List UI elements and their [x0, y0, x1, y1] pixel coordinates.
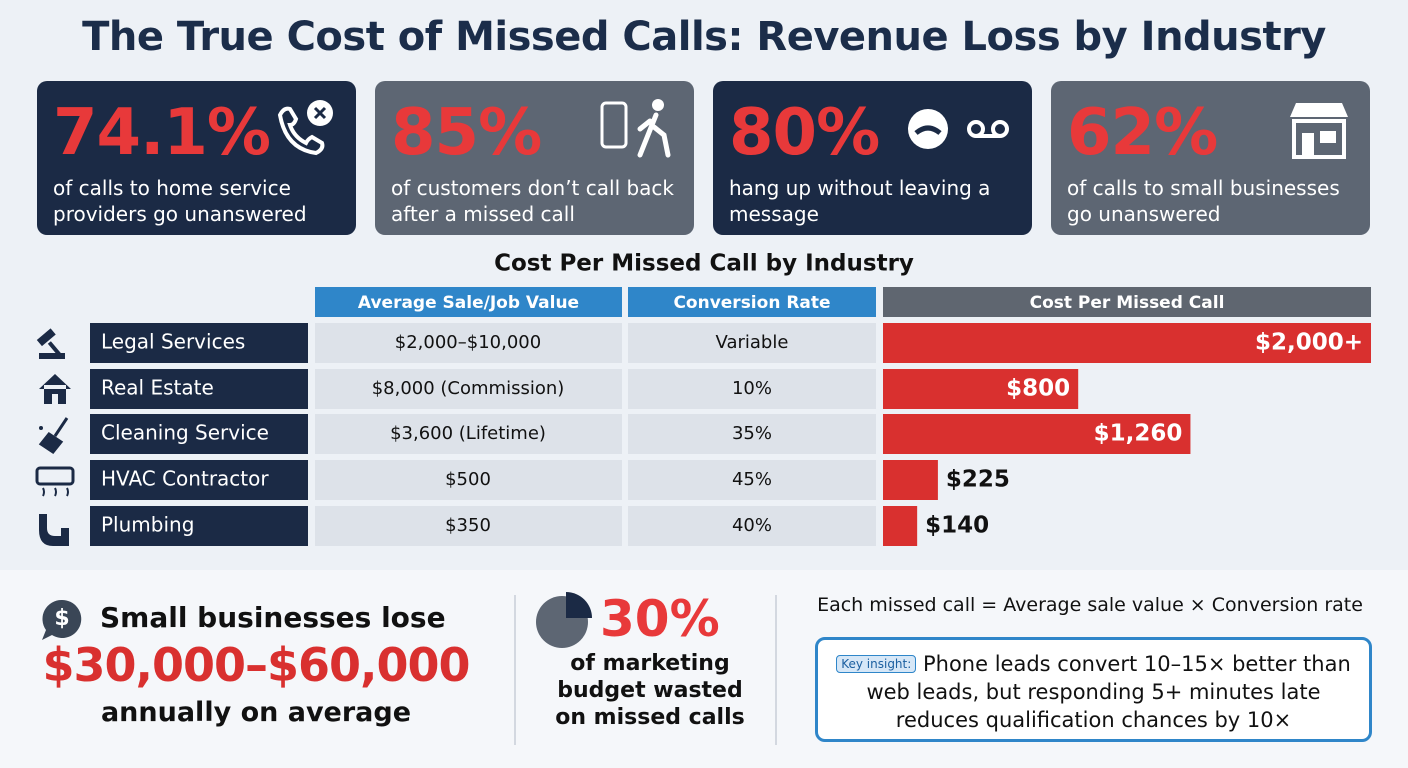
- row-icon: [39, 514, 69, 546]
- industry-cell: [90, 460, 308, 500]
- icon-shape: [39, 374, 71, 404]
- page-title: The True Cost of Missed Calls: Revenue L…: [82, 14, 1326, 60]
- icon-shape: [42, 487, 69, 497]
- avg-sale: $350: [445, 515, 491, 536]
- bar-value-label: $225: [946, 467, 1010, 493]
- industry-label: Legal Services: [101, 330, 245, 354]
- avg-sale: $8,000 (Commission): [372, 378, 565, 399]
- table-cell: [315, 369, 622, 409]
- marketing-value: 30%: [600, 590, 720, 648]
- bar: [883, 460, 938, 500]
- stat-card: 85% of customers don’t call back after a…: [375, 81, 694, 235]
- divider: [775, 595, 777, 745]
- cost-table: Cost Per Missed Call by Industry Average…: [35, 251, 1371, 546]
- icon-shape: [36, 328, 56, 347]
- table-cell: [628, 460, 876, 500]
- icon-shape: [35, 466, 75, 486]
- insight-box: Key insight: Phone leads convert 10–15× …: [815, 637, 1372, 742]
- marketing-text: of marketing budget wasted on missed cal…: [555, 651, 745, 730]
- conversion-rate: 45%: [732, 469, 772, 490]
- row-icon: [36, 328, 65, 360]
- loss-intro: Small businesses lose: [100, 601, 446, 634]
- icon-shape: [39, 514, 69, 546]
- stat-card: 74.1% of calls to home service providers…: [37, 81, 356, 235]
- loss-outro: annually on average: [100, 697, 412, 728]
- industry-label: HVAC Contractor: [101, 467, 269, 491]
- bar: [883, 323, 1371, 363]
- column-header-cell: [628, 287, 876, 317]
- icon-shape: [38, 417, 69, 455]
- stat-card: 80% hang up without leaving a message: [713, 81, 1032, 235]
- formula: Each missed call = Average sale value × …: [817, 594, 1363, 616]
- conversion-rate: Variable: [716, 332, 789, 353]
- icon-shape: [39, 426, 43, 430]
- stat-value: 74.1%: [53, 96, 271, 170]
- bar: [883, 414, 1191, 454]
- icon: [277, 100, 333, 156]
- loss-range: $30,000–$60,000: [42, 638, 470, 692]
- industry-label: Plumbing: [101, 513, 194, 537]
- table-cell: [628, 369, 876, 409]
- column-header: Conversion Rate: [673, 293, 830, 313]
- table-cell: [315, 414, 622, 454]
- stat-value: 85%: [391, 96, 542, 170]
- stat-value: 80%: [729, 96, 880, 170]
- insight-text: Phone leads convert 10–15× better than w…: [866, 652, 1351, 732]
- conversion-rate: 40%: [732, 515, 772, 536]
- icon: [1290, 103, 1348, 159]
- table-cell: [315, 323, 622, 363]
- stat-text: of calls to small businesses go unanswer…: [1067, 176, 1340, 226]
- column-header: Average Sale/Job Value: [358, 293, 579, 313]
- bar-value-label: $1,260: [1094, 421, 1183, 447]
- table-cell: [628, 414, 876, 454]
- icon: [908, 109, 1009, 149]
- dollar-icon: $: [42, 599, 82, 640]
- column-header: Cost Per Missed Call: [1030, 293, 1225, 313]
- icon-shape: [39, 353, 65, 359]
- table-cell: [628, 506, 876, 546]
- stat-text: hang up without leaving a message: [729, 176, 991, 226]
- column-header-cell: [883, 287, 1371, 317]
- insight-badge: Key insight:: [836, 655, 917, 673]
- table-cell: [628, 323, 876, 363]
- row-icon: [39, 374, 71, 404]
- column-header-cell: [315, 287, 622, 317]
- pie-icon: [536, 592, 592, 648]
- industry-cell: [90, 369, 308, 409]
- stat-card: 62% of calls to small businesses go unan…: [1051, 81, 1370, 235]
- table-title: Cost Per Missed Call by Industry: [494, 251, 914, 277]
- divider: [514, 595, 516, 745]
- bar: [883, 506, 918, 546]
- industry-label: Cleaning Service: [101, 421, 269, 445]
- industry-cell: [90, 323, 308, 363]
- table-cell: [315, 460, 622, 500]
- icon: [600, 99, 671, 158]
- avg-sale: $2,000–$10,000: [395, 332, 541, 353]
- svg-text:$: $: [54, 606, 69, 631]
- conversion-rate: 10%: [732, 378, 772, 399]
- bar-value-label: $800: [1006, 376, 1070, 402]
- stat-text: of calls to home service providers go un…: [53, 176, 307, 226]
- conversion-rate: 35%: [732, 423, 772, 444]
- industry-label: Real Estate: [101, 376, 214, 400]
- bar-value-label: $140: [925, 513, 989, 539]
- stat-value: 62%: [1067, 96, 1218, 170]
- industry-cell: [90, 414, 308, 454]
- bar-value-label: $2,000+: [1255, 330, 1363, 356]
- row-icon: [35, 466, 75, 497]
- avg-sale: $500: [445, 469, 491, 490]
- avg-sale: $3,600 (Lifetime): [390, 423, 546, 444]
- row-icon: [38, 417, 69, 455]
- table-cell: [315, 506, 622, 546]
- bar: [883, 369, 1079, 409]
- stat-text: of customers don’t call back after a mis…: [391, 176, 675, 226]
- industry-cell: [90, 506, 308, 546]
